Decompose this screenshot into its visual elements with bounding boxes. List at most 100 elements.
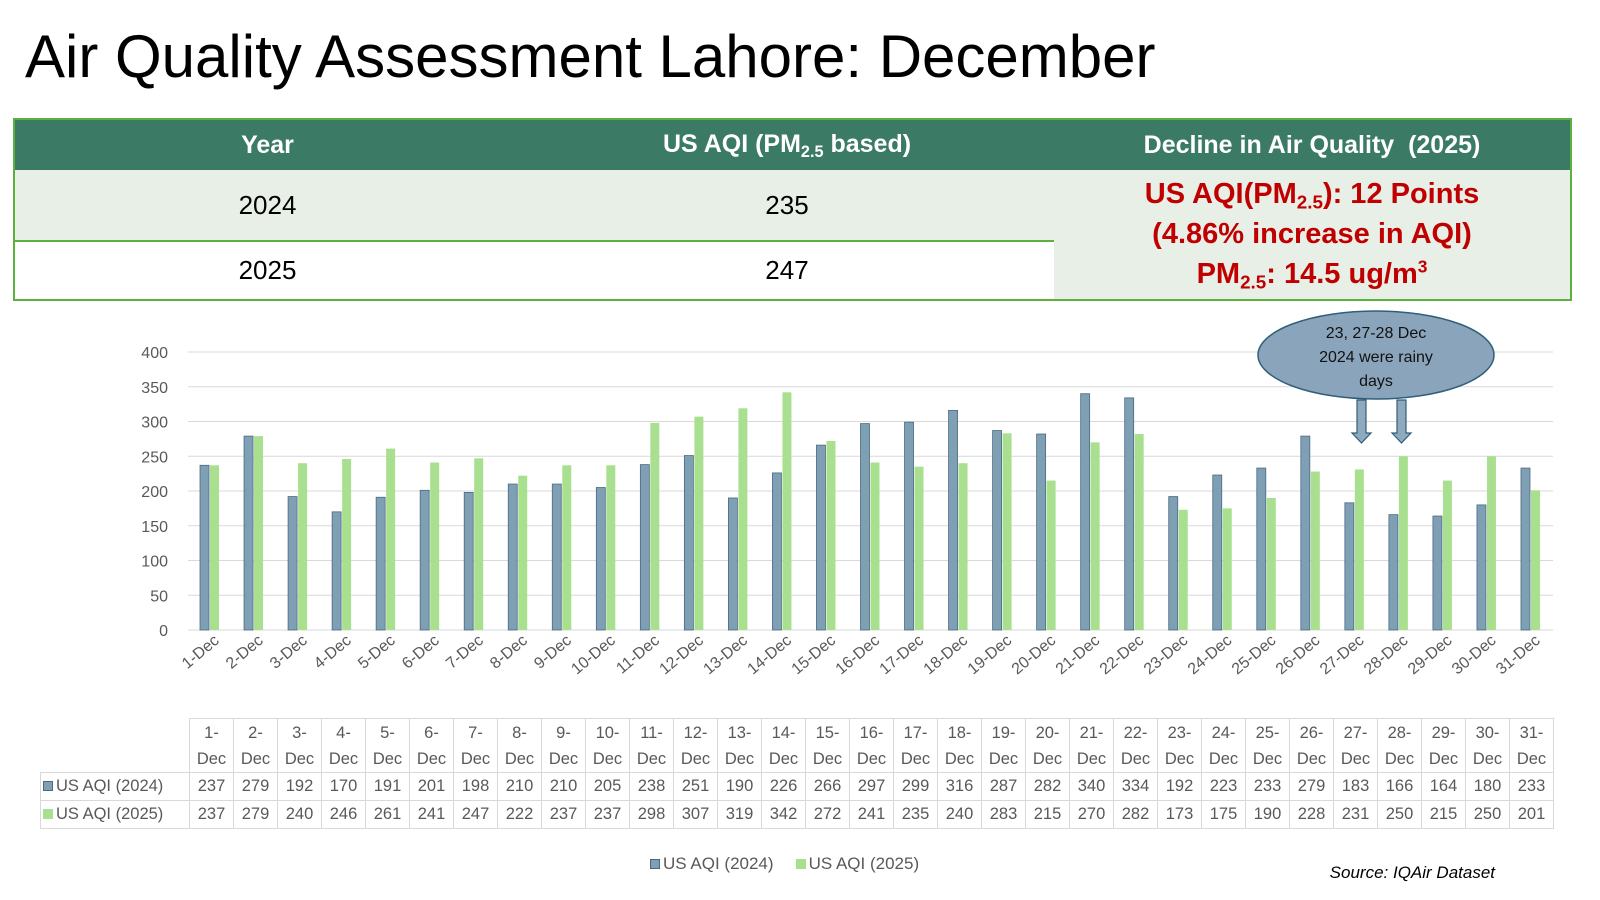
table-header-cell: 15- Dec	[805, 718, 850, 773]
bar-2025-31-Dec	[1530, 490, 1540, 630]
bar-2024-11-Dec	[639, 464, 650, 631]
table-cell: 279	[233, 772, 278, 801]
x-tick-label: 1-Dec	[179, 632, 223, 672]
x-tick-label: 26-Dec	[1273, 632, 1323, 678]
bar-2025-2-Dec	[254, 436, 264, 630]
down-arrow-icon	[1390, 399, 1413, 444]
bar-2025-24-Dec	[1222, 508, 1232, 630]
table-cell: 282	[1113, 800, 1158, 829]
table-cell: 237	[585, 800, 630, 829]
bar-2024-25-Dec	[1256, 467, 1267, 631]
bar-2025-15-Dec	[826, 440, 836, 630]
table-cell: 231	[1333, 800, 1378, 829]
bar-2025-28-Dec	[1398, 456, 1408, 630]
x-tick-label: 19-Dec	[965, 632, 1015, 678]
table-cell: 238	[629, 772, 674, 801]
legend-swatch-2025	[43, 809, 53, 819]
bar-2025-6-Dec	[430, 462, 440, 630]
table-cell: 228	[1289, 800, 1334, 829]
table-cell: 279	[233, 800, 278, 829]
y-tick-label: 200	[141, 484, 168, 501]
bar-2024-13-Dec	[728, 497, 738, 631]
y-tick-label: 0	[159, 623, 168, 640]
x-tick-label: 8-Dec	[487, 632, 531, 672]
table-cell: 316	[937, 772, 982, 801]
y-tick-label: 150	[141, 519, 168, 536]
table-cell: 215	[1421, 800, 1466, 829]
y-tick-label: 250	[141, 449, 168, 466]
table-cell: 287	[981, 772, 1026, 801]
table-cell: 297	[849, 772, 894, 801]
x-tick-label: 17-Dec	[877, 632, 927, 678]
x-tick-label: 2-Dec	[223, 632, 267, 672]
table-header-cell: 30- Dec	[1465, 718, 1510, 773]
y-tick-label: 350	[141, 380, 168, 397]
page-title: Air Quality Assessment Lahore: December	[25, 23, 1156, 90]
bar-2025-8-Dec	[518, 475, 528, 630]
bar-2025-3-Dec	[298, 463, 308, 630]
bar-2025-7-Dec	[474, 458, 484, 630]
bar-2024-14-Dec	[772, 472, 782, 631]
bar-2024-20-Dec	[1036, 433, 1047, 631]
table-cell: 226	[761, 772, 806, 801]
table-cell: 191	[365, 772, 410, 801]
table-cell: 246	[321, 800, 366, 829]
table-header-cell: 13- Dec	[717, 718, 762, 773]
table-header-cell: 9- Dec	[541, 718, 586, 773]
legend-swatch-2024	[43, 781, 53, 791]
x-tick-label: 5-Dec	[355, 632, 399, 672]
table-cell: 240	[937, 800, 982, 829]
bar-2024-27-Dec	[1344, 502, 1355, 631]
table-cell: 215	[1025, 800, 1070, 829]
bar-2025-16-Dec	[870, 462, 880, 630]
y-tick-label: 100	[141, 554, 168, 571]
x-tick-label: 10-Dec	[568, 632, 618, 678]
table-header-cell: 14- Dec	[761, 718, 806, 773]
rainy-days-callout: 23, 27-28 Dec 2024 were rainy days	[1257, 310, 1495, 444]
table-cell: 247	[453, 800, 498, 829]
bar-2025-23-Dec	[1178, 509, 1188, 630]
table-header-cell: 8- Dec	[497, 718, 542, 773]
bar-2024-26-Dec	[1300, 435, 1311, 631]
x-tick-label: 21-Dec	[1053, 632, 1103, 678]
table-cell: 166	[1377, 772, 1422, 801]
table-header-cell: 1- Dec	[189, 718, 234, 773]
bar-2025-9-Dec	[562, 465, 572, 630]
bar-2024-18-Dec	[948, 409, 958, 631]
x-tick-label: 24-Dec	[1185, 632, 1235, 678]
row-2025-year: 2025	[238, 255, 297, 285]
legend-item-2024: US AQI (2024)	[650, 854, 774, 874]
table-cell: 205	[585, 772, 630, 801]
table-cell: 261	[365, 800, 410, 829]
bar-2025-4-Dec	[342, 459, 352, 630]
table-header-cell: 7- Dec	[453, 718, 498, 773]
series-2025-label: US AQI (2025)	[40, 800, 190, 829]
table-cell: 237	[189, 800, 234, 829]
table-header-cell: 26- Dec	[1289, 718, 1334, 773]
table-header-cell: 31- Dec	[1509, 718, 1554, 773]
table-header-cell: 18- Dec	[937, 718, 982, 773]
bar-2025-22-Dec	[1134, 434, 1144, 630]
x-tick-label: 13-Dec	[701, 632, 751, 678]
bar-2024-19-Dec	[992, 430, 1002, 631]
table-cell: 283	[981, 800, 1026, 829]
x-tick-label: 12-Dec	[657, 632, 707, 678]
bar-2024-29-Dec	[1432, 515, 1443, 631]
bar-2024-10-Dec	[595, 487, 606, 631]
header-aqi: US AQI (PM2.5 based)	[520, 120, 1054, 170]
bar-2024-30-Dec	[1476, 504, 1487, 631]
bar-2024-12-Dec	[683, 455, 694, 631]
table-cell: 241	[849, 800, 894, 829]
bar-2024-8-Dec	[507, 483, 518, 631]
bar-2024-28-Dec	[1388, 514, 1399, 631]
legend-item-2025: US AQI (2025)	[795, 854, 919, 874]
table-cell: 251	[673, 772, 718, 801]
table-cell: 342	[761, 800, 806, 829]
bar-2025-14-Dec	[782, 392, 792, 630]
bar-2024-7-Dec	[463, 491, 474, 631]
table-header-cell: 21- Dec	[1069, 718, 1114, 773]
table-cell: 266	[805, 772, 850, 801]
y-tick-label: 300	[141, 415, 168, 432]
table-header-cell: 5- Dec	[365, 718, 410, 773]
table-header-cell: 28- Dec	[1377, 718, 1422, 773]
